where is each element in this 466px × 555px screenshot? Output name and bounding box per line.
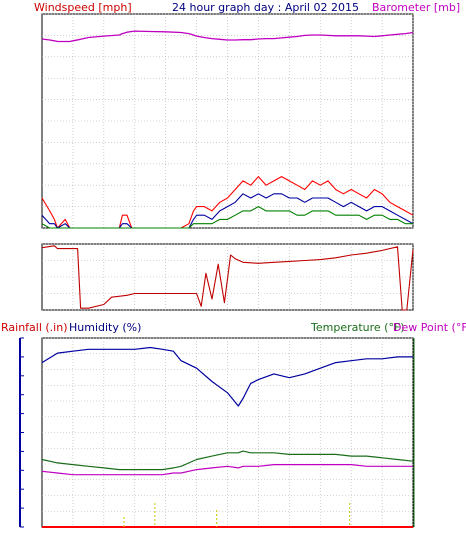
- series-humidity-line: [41, 346, 413, 407]
- series-barometer-line: [41, 30, 414, 43]
- wind-direction-panel: [41, 243, 414, 311]
- series-wind-direction-line: [41, 245, 414, 311]
- barometer-axis-title: Barometer [mb]: [372, 1, 460, 14]
- dewpoint-axis-title: Dew Point (°F): [393, 321, 466, 334]
- chart-title: 24 hour graph day : April 02 2015: [172, 1, 359, 14]
- wind-barometer-panel: [41, 13, 414, 229]
- wind-axis-title: Windspeed [mph]: [34, 1, 132, 14]
- rainfall-axis-title: Rainfall (.in): [1, 321, 68, 334]
- series-average-line: [41, 206, 413, 229]
- humidity-axis-title: Humidity (%): [69, 321, 141, 334]
- temperature-axis-title: Temperature (°F): [310, 321, 405, 334]
- temperature-humidity-panel: [19, 337, 415, 528]
- series-temperature-line: [41, 450, 414, 471]
- series-dew-point-line: [41, 464, 413, 476]
